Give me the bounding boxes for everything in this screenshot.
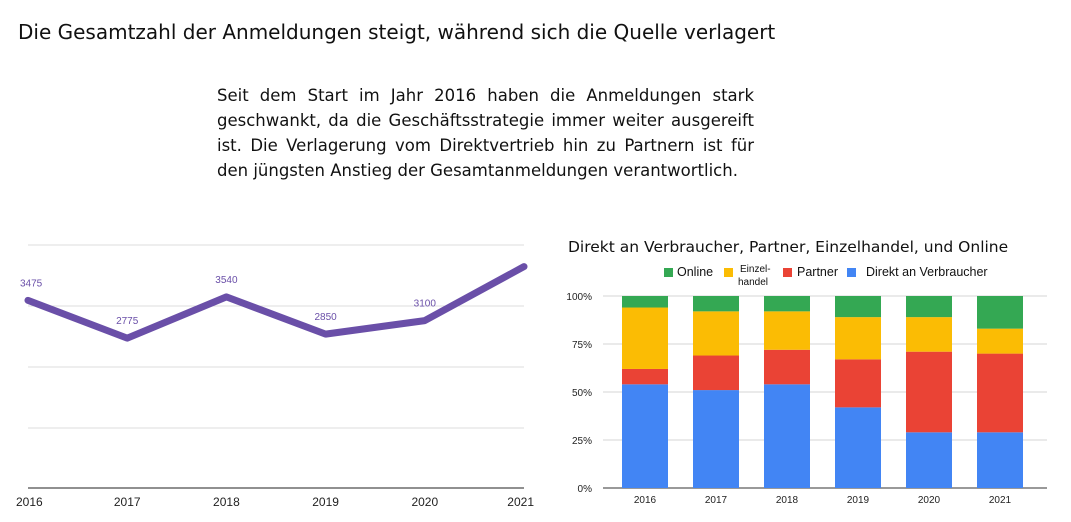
bar-x-tick-2016: 2016	[634, 495, 657, 506]
bar-y-tick-2: 50%	[572, 388, 592, 399]
bar-2017-einzelhandel	[693, 311, 739, 356]
bar-y-tick-0: 0%	[578, 484, 593, 495]
legend-label-2: Partner	[797, 265, 838, 279]
bar-2020-direkt-an-verbraucher	[906, 432, 952, 488]
bar-2018-online	[764, 296, 810, 312]
bar-2021-online	[977, 296, 1023, 329]
legend-label-1: Einzel-handel	[738, 264, 771, 288]
line-x-tick-2018: 2018	[213, 495, 240, 509]
line-x-tick-2020: 2020	[411, 495, 438, 509]
bar-2021-einzelhandel	[977, 328, 1023, 354]
bar-2017-direkt-an-verbraucher	[693, 390, 739, 488]
bar-y-tick-3: 75%	[572, 340, 592, 351]
legend-label-3: Direkt an Verbraucher	[866, 265, 988, 279]
bar-2018-einzelhandel	[764, 311, 810, 350]
bar-2019-online	[835, 296, 881, 318]
line-data-label-2019: 2850	[314, 312, 337, 323]
bar-2018-direkt-an-verbraucher	[764, 384, 810, 488]
bar-2020-einzelhandel	[906, 317, 952, 352]
bar-x-tick-2021: 2021	[989, 495, 1012, 506]
bar-2020-online	[906, 296, 952, 318]
line-data-label-2017: 2775	[116, 316, 139, 327]
legend-swatch-3	[847, 268, 856, 277]
bar-2021-partner	[977, 353, 1023, 433]
bar-2016-partner	[622, 368, 668, 385]
bar-2019-partner	[835, 359, 881, 408]
legend-swatch-1	[724, 268, 733, 277]
line-series-enrollments	[24, 263, 528, 342]
bar-y-tick-1: 25%	[572, 436, 592, 447]
bar-2017-online	[693, 296, 739, 312]
bar-2020-partner	[906, 351, 952, 433]
bar-2016-online	[622, 296, 668, 308]
bar-y-tick-4: 100%	[566, 292, 592, 303]
bar-x-tick-2019: 2019	[847, 495, 870, 506]
line-data-label-2018: 3540	[215, 275, 238, 286]
line-x-tick-2021: 2021	[507, 495, 534, 509]
bar-2017-partner	[693, 355, 739, 391]
bar-x-tick-2020: 2020	[918, 495, 941, 506]
bar-2021-direkt-an-verbraucher	[977, 432, 1023, 488]
bar-2019-direkt-an-verbraucher	[835, 407, 881, 488]
line-data-label-2016: 3475	[20, 278, 43, 289]
line-x-tick-2016: 2016	[16, 495, 43, 509]
legend-swatch-2	[783, 268, 792, 277]
bar-x-tick-2017: 2017	[705, 495, 728, 506]
bar-x-tick-2018: 2018	[776, 495, 799, 506]
line-x-tick-2019: 2019	[312, 495, 339, 509]
line-x-tick-2017: 2017	[114, 495, 141, 509]
bar-2018-partner	[764, 349, 810, 385]
line-data-label-2020: 3100	[414, 299, 437, 310]
bar-chart-title: Direkt an Verbraucher, Partner, Einzelha…	[568, 238, 1008, 256]
description-text: Seit dem Start im Jahr 2016 haben die An…	[217, 86, 754, 180]
legend-swatch-0	[664, 268, 673, 277]
legend-label-0: Online	[677, 265, 713, 279]
line-chart: 3475 2775 3540 2850 3100 2016 2017 2018 2019 2020…	[16, 244, 534, 509]
page-title: Die Gesamtzahl der Anmeldungen steigt, w…	[18, 20, 776, 44]
bar-2016-direkt-an-verbraucher	[622, 384, 668, 488]
bar-2016-einzelhandel	[622, 307, 668, 369]
bar-2019-einzelhandel	[835, 317, 881, 360]
